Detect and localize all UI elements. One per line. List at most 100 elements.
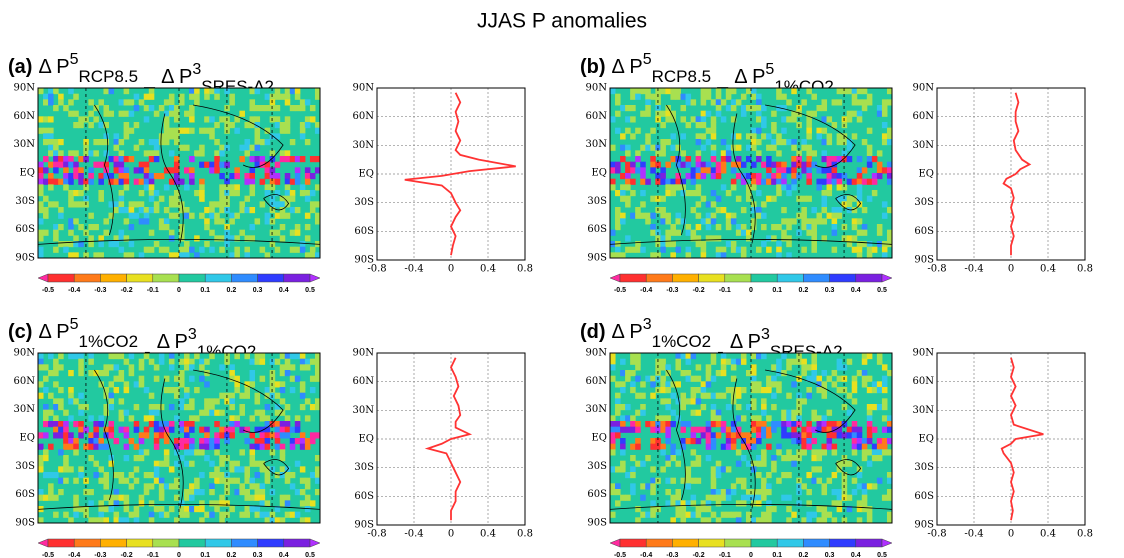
- map-cell: [685, 472, 692, 479]
- map-cell: [88, 110, 94, 117]
- map-cell: [158, 105, 165, 112]
- map-cell: [610, 375, 616, 382]
- map-cell: [73, 252, 79, 259]
- map-cell: [685, 375, 692, 382]
- map-cell: [199, 144, 205, 151]
- map-cell: [675, 212, 681, 219]
- map-cell: [695, 139, 702, 146]
- map-cell: [886, 229, 893, 236]
- map-cell: [670, 252, 676, 259]
- map-cell: [38, 235, 44, 242]
- map-cell: [189, 88, 195, 95]
- map-cell: [675, 358, 681, 365]
- map-cell: [876, 455, 883, 462]
- map-cell: [289, 156, 296, 163]
- map-cell: [48, 421, 54, 428]
- map-cell: [675, 218, 681, 225]
- map-cell: [655, 88, 661, 95]
- map-frame: [609, 87, 893, 259]
- map-cell: [38, 190, 44, 197]
- map-cell: [108, 241, 115, 248]
- map-cell: [881, 246, 888, 253]
- map-cell: [88, 443, 94, 450]
- map-cell: [254, 156, 261, 163]
- map-cell: [866, 252, 873, 259]
- map-cell: [249, 167, 256, 174]
- map-cell: [244, 150, 250, 157]
- map-cell: [856, 443, 863, 450]
- map-cell: [645, 139, 651, 146]
- map-cell: [229, 398, 235, 405]
- map-cell: [791, 116, 797, 123]
- map-cell: [108, 426, 115, 433]
- map-cell: [675, 449, 681, 456]
- map-cell: [776, 133, 782, 140]
- map-cell: [168, 426, 175, 433]
- map-cell: [655, 173, 661, 180]
- map-cell: [831, 207, 838, 214]
- map-cell: [821, 167, 828, 174]
- map-cell: [103, 88, 109, 95]
- map-cell: [851, 133, 858, 140]
- map-cell: [88, 212, 94, 219]
- map-cell: [730, 443, 737, 450]
- map-cell: [806, 224, 812, 231]
- map-cell: [665, 241, 671, 248]
- map-cell: [685, 370, 692, 377]
- map-cell: [123, 426, 130, 433]
- map-cell: [103, 122, 109, 129]
- map-cell: [690, 500, 697, 507]
- map-cell: [650, 483, 656, 490]
- map-cell: [665, 218, 671, 225]
- map-cell: [791, 415, 797, 422]
- map-cell: [168, 506, 175, 513]
- map-cell: [184, 489, 190, 496]
- map-cell: [299, 381, 306, 388]
- map-cell: [168, 235, 175, 242]
- map-cell: [133, 212, 140, 219]
- map-cell: [43, 99, 49, 106]
- map-cell: [299, 432, 306, 439]
- map-cell: [309, 116, 316, 123]
- map-cell: [625, 246, 631, 253]
- map-cell: [299, 353, 306, 360]
- map-cell: [811, 161, 817, 168]
- map-cell: [58, 477, 64, 484]
- map-cell: [274, 443, 281, 450]
- map-cell: [43, 432, 49, 439]
- map-cell: [615, 466, 621, 473]
- map-cell: [695, 212, 702, 219]
- map-cell: [133, 404, 140, 411]
- map-cell: [274, 105, 281, 112]
- map-cell: [304, 235, 311, 242]
- map-cell: [725, 190, 732, 197]
- map-cell: [194, 506, 200, 513]
- map-cell: [279, 235, 286, 242]
- map-cell: [163, 460, 170, 467]
- map-cell: [745, 144, 752, 151]
- map-cell: [715, 235, 722, 242]
- colorbar-box: [178, 273, 206, 283]
- map-cell: [53, 398, 59, 405]
- map-cell: [841, 455, 848, 462]
- map-cell: [184, 358, 190, 365]
- map-cell: [279, 201, 286, 208]
- map-cell: [214, 398, 220, 405]
- map-cell: [675, 178, 681, 185]
- map-cell: [690, 494, 697, 501]
- map-cell: [148, 88, 155, 95]
- map-cell: [610, 88, 616, 95]
- map-cell: [806, 489, 812, 496]
- map-cell: [118, 150, 125, 157]
- map-cell: [98, 190, 104, 197]
- map-cell: [279, 443, 286, 450]
- profile-line: [404, 92, 516, 256]
- map-cell: [670, 156, 676, 163]
- map-cell: [690, 167, 697, 174]
- map-cell: [168, 127, 175, 134]
- map-cell: [700, 93, 707, 100]
- map-cell: [184, 241, 190, 248]
- map-cell: [715, 252, 722, 259]
- map-cell: [791, 156, 797, 163]
- map-cell: [660, 178, 666, 185]
